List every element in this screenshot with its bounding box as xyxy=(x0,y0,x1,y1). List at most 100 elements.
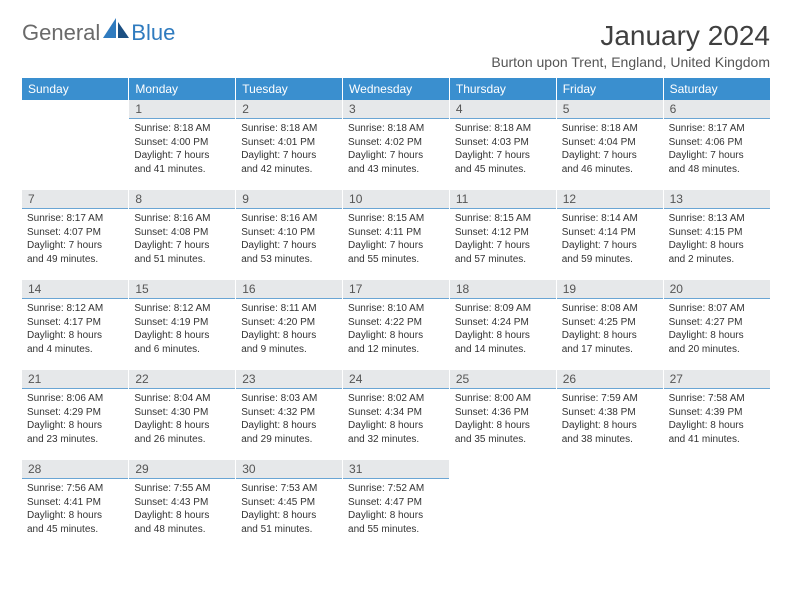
day-details: Sunrise: 7:55 AMSunset: 4:43 PMDaylight:… xyxy=(129,479,235,540)
day-details: Sunrise: 8:09 AMSunset: 4:24 PMDaylight:… xyxy=(450,299,556,360)
calendar-week-row: 28Sunrise: 7:56 AMSunset: 4:41 PMDayligh… xyxy=(22,460,770,550)
day-number: 5 xyxy=(557,100,663,119)
day-details: Sunrise: 8:06 AMSunset: 4:29 PMDaylight:… xyxy=(22,389,128,450)
daylight-text: and 9 minutes. xyxy=(241,343,337,357)
daylight-text: Daylight: 7 hours xyxy=(455,149,551,163)
day-details: Sunrise: 7:59 AMSunset: 4:38 PMDaylight:… xyxy=(557,389,663,450)
calendar-day-cell xyxy=(556,460,663,550)
sunset-text: Sunset: 4:29 PM xyxy=(27,406,123,420)
daylight-text: and 41 minutes. xyxy=(669,433,765,447)
sunset-text: Sunset: 4:06 PM xyxy=(669,136,765,150)
day-details: Sunrise: 8:18 AMSunset: 4:01 PMDaylight:… xyxy=(236,119,342,180)
calendar-day-cell: 1Sunrise: 8:18 AMSunset: 4:00 PMDaylight… xyxy=(129,100,236,190)
daylight-text: and 53 minutes. xyxy=(241,253,337,267)
sunrise-text: Sunrise: 8:09 AM xyxy=(455,302,551,316)
header: General Blue January 2024 Burton upon Tr… xyxy=(22,20,770,70)
day-number: 16 xyxy=(236,280,342,299)
daylight-text: and 48 minutes. xyxy=(134,523,230,537)
sunrise-text: Sunrise: 8:15 AM xyxy=(455,212,551,226)
sunrise-text: Sunrise: 8:15 AM xyxy=(348,212,444,226)
sunrise-text: Sunrise: 8:06 AM xyxy=(27,392,123,406)
sunset-text: Sunset: 4:30 PM xyxy=(134,406,230,420)
daylight-text: Daylight: 7 hours xyxy=(455,239,551,253)
day-number: 2 xyxy=(236,100,342,119)
daylight-text: and 46 minutes. xyxy=(562,163,658,177)
sunset-text: Sunset: 4:45 PM xyxy=(241,496,337,510)
calendar-day-cell: 2Sunrise: 8:18 AMSunset: 4:01 PMDaylight… xyxy=(236,100,343,190)
day-number: 11 xyxy=(450,190,556,209)
daylight-text: Daylight: 8 hours xyxy=(669,239,765,253)
calendar-body: 1Sunrise: 8:18 AMSunset: 4:00 PMDaylight… xyxy=(22,100,770,550)
daylight-text: and 51 minutes. xyxy=(134,253,230,267)
daylight-text: Daylight: 8 hours xyxy=(562,419,658,433)
day-details: Sunrise: 8:18 AMSunset: 4:00 PMDaylight:… xyxy=(129,119,235,180)
day-details: Sunrise: 8:17 AMSunset: 4:06 PMDaylight:… xyxy=(664,119,770,180)
day-details: Sunrise: 8:15 AMSunset: 4:11 PMDaylight:… xyxy=(343,209,449,270)
sunset-text: Sunset: 4:36 PM xyxy=(455,406,551,420)
sunrise-text: Sunrise: 8:14 AM xyxy=(562,212,658,226)
day-number: 26 xyxy=(557,370,663,389)
day-details: Sunrise: 7:58 AMSunset: 4:39 PMDaylight:… xyxy=(664,389,770,450)
daylight-text: and 49 minutes. xyxy=(27,253,123,267)
sunrise-text: Sunrise: 8:12 AM xyxy=(134,302,230,316)
sunset-text: Sunset: 4:20 PM xyxy=(241,316,337,330)
sunset-text: Sunset: 4:15 PM xyxy=(669,226,765,240)
day-details: Sunrise: 7:52 AMSunset: 4:47 PMDaylight:… xyxy=(343,479,449,540)
daylight-text: Daylight: 8 hours xyxy=(455,329,551,343)
day-number: 7 xyxy=(22,190,128,209)
weekday-header: Wednesday xyxy=(343,78,450,100)
daylight-text: and 55 minutes. xyxy=(348,523,444,537)
calendar-day-cell: 23Sunrise: 8:03 AMSunset: 4:32 PMDayligh… xyxy=(236,370,343,460)
daylight-text: Daylight: 8 hours xyxy=(134,329,230,343)
sunset-text: Sunset: 4:22 PM xyxy=(348,316,444,330)
sunset-text: Sunset: 4:01 PM xyxy=(241,136,337,150)
calendar-day-cell: 3Sunrise: 8:18 AMSunset: 4:02 PMDaylight… xyxy=(343,100,450,190)
calendar-day-cell: 6Sunrise: 8:17 AMSunset: 4:06 PMDaylight… xyxy=(663,100,770,190)
calendar-day-cell: 10Sunrise: 8:15 AMSunset: 4:11 PMDayligh… xyxy=(343,190,450,280)
sunrise-text: Sunrise: 8:13 AM xyxy=(669,212,765,226)
sunrise-text: Sunrise: 8:12 AM xyxy=(27,302,123,316)
calendar-day-cell xyxy=(663,460,770,550)
day-number: 25 xyxy=(450,370,556,389)
daylight-text: and 48 minutes. xyxy=(669,163,765,177)
day-details: Sunrise: 8:12 AMSunset: 4:19 PMDaylight:… xyxy=(129,299,235,360)
day-details: Sunrise: 8:00 AMSunset: 4:36 PMDaylight:… xyxy=(450,389,556,450)
logo-text-blue: Blue xyxy=(131,20,175,46)
day-number: 29 xyxy=(129,460,235,479)
daylight-text: Daylight: 8 hours xyxy=(348,419,444,433)
day-details: Sunrise: 8:16 AMSunset: 4:08 PMDaylight:… xyxy=(129,209,235,270)
day-number: 4 xyxy=(450,100,556,119)
sunrise-text: Sunrise: 7:59 AM xyxy=(562,392,658,406)
calendar-day-cell: 5Sunrise: 8:18 AMSunset: 4:04 PMDaylight… xyxy=(556,100,663,190)
daylight-text: Daylight: 8 hours xyxy=(27,329,123,343)
calendar-day-cell: 22Sunrise: 8:04 AMSunset: 4:30 PMDayligh… xyxy=(129,370,236,460)
sunrise-text: Sunrise: 7:53 AM xyxy=(241,482,337,496)
daylight-text: Daylight: 7 hours xyxy=(27,239,123,253)
day-details: Sunrise: 8:07 AMSunset: 4:27 PMDaylight:… xyxy=(664,299,770,360)
calendar-day-cell: 14Sunrise: 8:12 AMSunset: 4:17 PMDayligh… xyxy=(22,280,129,370)
sunrise-text: Sunrise: 8:17 AM xyxy=(27,212,123,226)
sunrise-text: Sunrise: 7:55 AM xyxy=(134,482,230,496)
calendar-day-cell xyxy=(449,460,556,550)
calendar-day-cell: 12Sunrise: 8:14 AMSunset: 4:14 PMDayligh… xyxy=(556,190,663,280)
day-details: Sunrise: 7:53 AMSunset: 4:45 PMDaylight:… xyxy=(236,479,342,540)
calendar-week-row: 14Sunrise: 8:12 AMSunset: 4:17 PMDayligh… xyxy=(22,280,770,370)
day-number: 17 xyxy=(343,280,449,299)
weekday-header: Tuesday xyxy=(236,78,343,100)
daylight-text: and 14 minutes. xyxy=(455,343,551,357)
title-block: January 2024 Burton upon Trent, England,… xyxy=(491,20,770,70)
sunrise-text: Sunrise: 7:52 AM xyxy=(348,482,444,496)
daylight-text: and 23 minutes. xyxy=(27,433,123,447)
daylight-text: and 17 minutes. xyxy=(562,343,658,357)
sunrise-text: Sunrise: 8:18 AM xyxy=(134,122,230,136)
daylight-text: and 42 minutes. xyxy=(241,163,337,177)
sunset-text: Sunset: 4:04 PM xyxy=(562,136,658,150)
sunrise-text: Sunrise: 7:56 AM xyxy=(27,482,123,496)
sunset-text: Sunset: 4:47 PM xyxy=(348,496,444,510)
daylight-text: Daylight: 7 hours xyxy=(134,149,230,163)
daylight-text: and 59 minutes. xyxy=(562,253,658,267)
sunrise-text: Sunrise: 8:07 AM xyxy=(669,302,765,316)
daylight-text: Daylight: 8 hours xyxy=(348,329,444,343)
sunrise-text: Sunrise: 8:11 AM xyxy=(241,302,337,316)
calendar-page: General Blue January 2024 Burton upon Tr… xyxy=(0,0,792,560)
